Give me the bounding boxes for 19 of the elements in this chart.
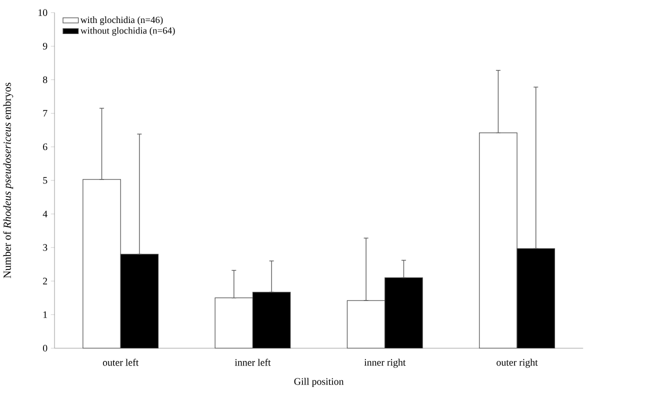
x-tick-label: outer right — [496, 358, 538, 368]
y-axis-title: Number of Rhodeus pseudosericeus embryos — [3, 82, 14, 278]
y-tick-label: 8 — [42, 76, 48, 84]
y-tick-label: 7 — [43, 110, 48, 117]
y-tick-label: 9 — [42, 42, 48, 50]
y-tick-label: 0 — [42, 344, 48, 352]
x-tick-label: inner left — [234, 358, 271, 366]
x-axis-title: Gill position — [294, 378, 344, 387]
x-tick-label: outer left — [102, 358, 139, 366]
y-tick-label: 3 — [43, 244, 48, 251]
y-tick-label: 4 — [42, 210, 48, 218]
legend-label: with glochidia (n=46) — [80, 16, 163, 26]
y-tick-label: 2 — [43, 278, 48, 284]
legend-label: without glochidia (n=64) — [80, 27, 175, 36]
y-tick-label: 10 — [38, 9, 48, 16]
y-tick-label: 1 — [43, 311, 47, 318]
y-tick-label: 6 — [43, 144, 48, 150]
x-tick-label: inner right — [364, 358, 406, 368]
y-tick-label: 5 — [43, 177, 48, 184]
